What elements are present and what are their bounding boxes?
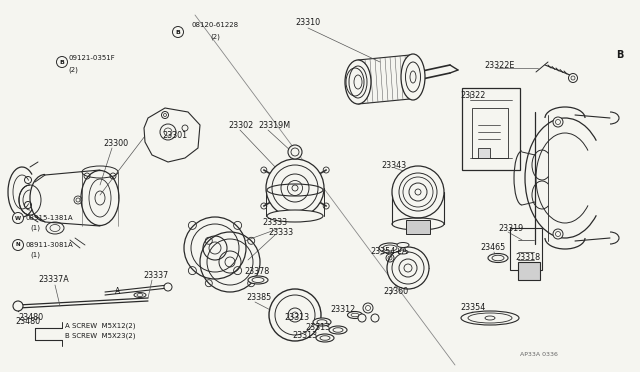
Circle shape (164, 283, 172, 291)
Text: 23313: 23313 (305, 324, 330, 333)
Text: 09121-0351F: 09121-0351F (68, 55, 115, 61)
Text: AP33A 0336: AP33A 0336 (520, 352, 558, 356)
Text: 23301: 23301 (162, 131, 187, 140)
Ellipse shape (348, 311, 362, 318)
Text: 23385: 23385 (246, 294, 271, 302)
Text: W: W (15, 215, 21, 221)
Text: N: N (16, 243, 20, 247)
Text: 08911-3081A: 08911-3081A (25, 242, 73, 248)
Circle shape (13, 240, 24, 250)
Text: (2): (2) (68, 67, 78, 73)
Text: 23333: 23333 (262, 218, 287, 227)
Circle shape (13, 212, 24, 224)
Text: B: B (60, 60, 65, 64)
Text: 08120-61228: 08120-61228 (192, 22, 239, 28)
Ellipse shape (398, 250, 408, 254)
Text: 23333: 23333 (268, 228, 293, 237)
Ellipse shape (184, 217, 246, 279)
Bar (406, 220, 430, 234)
Ellipse shape (248, 276, 268, 284)
Circle shape (553, 117, 563, 127)
Bar (478, 148, 490, 158)
Ellipse shape (345, 60, 371, 104)
Text: 23343: 23343 (381, 160, 406, 170)
Text: 23300: 23300 (103, 138, 128, 148)
Text: B SCREW  M5X23(2): B SCREW M5X23(2) (65, 333, 136, 339)
Text: 23354: 23354 (460, 304, 485, 312)
Ellipse shape (488, 253, 508, 263)
Bar (510, 228, 542, 270)
Text: (2): (2) (210, 34, 220, 40)
Bar (472, 108, 508, 158)
Ellipse shape (387, 247, 429, 289)
Ellipse shape (392, 166, 444, 218)
Polygon shape (144, 108, 200, 162)
Text: 23337: 23337 (143, 270, 168, 279)
Text: 23480: 23480 (18, 314, 43, 323)
Ellipse shape (397, 243, 409, 247)
Circle shape (371, 314, 379, 322)
Text: 23302: 23302 (228, 121, 253, 129)
Ellipse shape (461, 311, 519, 325)
Text: 23313: 23313 (284, 314, 309, 323)
Text: 23318: 23318 (515, 253, 540, 263)
Text: B: B (175, 29, 180, 35)
Text: A SCREW  M5X12(2): A SCREW M5X12(2) (65, 323, 136, 329)
Text: 23480: 23480 (15, 317, 40, 327)
Text: B: B (616, 50, 624, 60)
Circle shape (13, 301, 23, 311)
Text: 23378: 23378 (244, 267, 269, 276)
Ellipse shape (329, 326, 347, 334)
Ellipse shape (266, 159, 324, 217)
Text: 23465: 23465 (480, 244, 505, 253)
Ellipse shape (316, 334, 334, 342)
Bar (518, 262, 540, 280)
Ellipse shape (379, 243, 401, 253)
Circle shape (553, 229, 563, 239)
Text: 23312: 23312 (330, 305, 355, 314)
Circle shape (363, 303, 373, 313)
Text: (1): (1) (30, 252, 40, 258)
Text: 23319: 23319 (498, 224, 524, 232)
Bar (462, 88, 520, 170)
Text: 23354+A: 23354+A (370, 247, 408, 257)
Circle shape (568, 74, 577, 83)
Text: 23337A: 23337A (38, 276, 68, 285)
Text: A: A (115, 288, 120, 296)
Ellipse shape (401, 54, 425, 100)
Circle shape (288, 145, 302, 159)
Ellipse shape (267, 210, 323, 222)
Text: 23313: 23313 (292, 331, 317, 340)
Circle shape (173, 26, 184, 38)
Text: 23310: 23310 (295, 17, 320, 26)
Circle shape (358, 314, 366, 322)
Ellipse shape (269, 289, 321, 341)
Ellipse shape (313, 318, 331, 326)
Text: 23360: 23360 (383, 288, 408, 296)
Text: 23319M: 23319M (258, 121, 290, 129)
Circle shape (56, 57, 67, 67)
Text: 23322: 23322 (460, 90, 485, 99)
Text: (1): (1) (30, 225, 40, 231)
Text: 08915-1381A: 08915-1381A (25, 215, 72, 221)
Text: 23322E: 23322E (484, 61, 515, 70)
